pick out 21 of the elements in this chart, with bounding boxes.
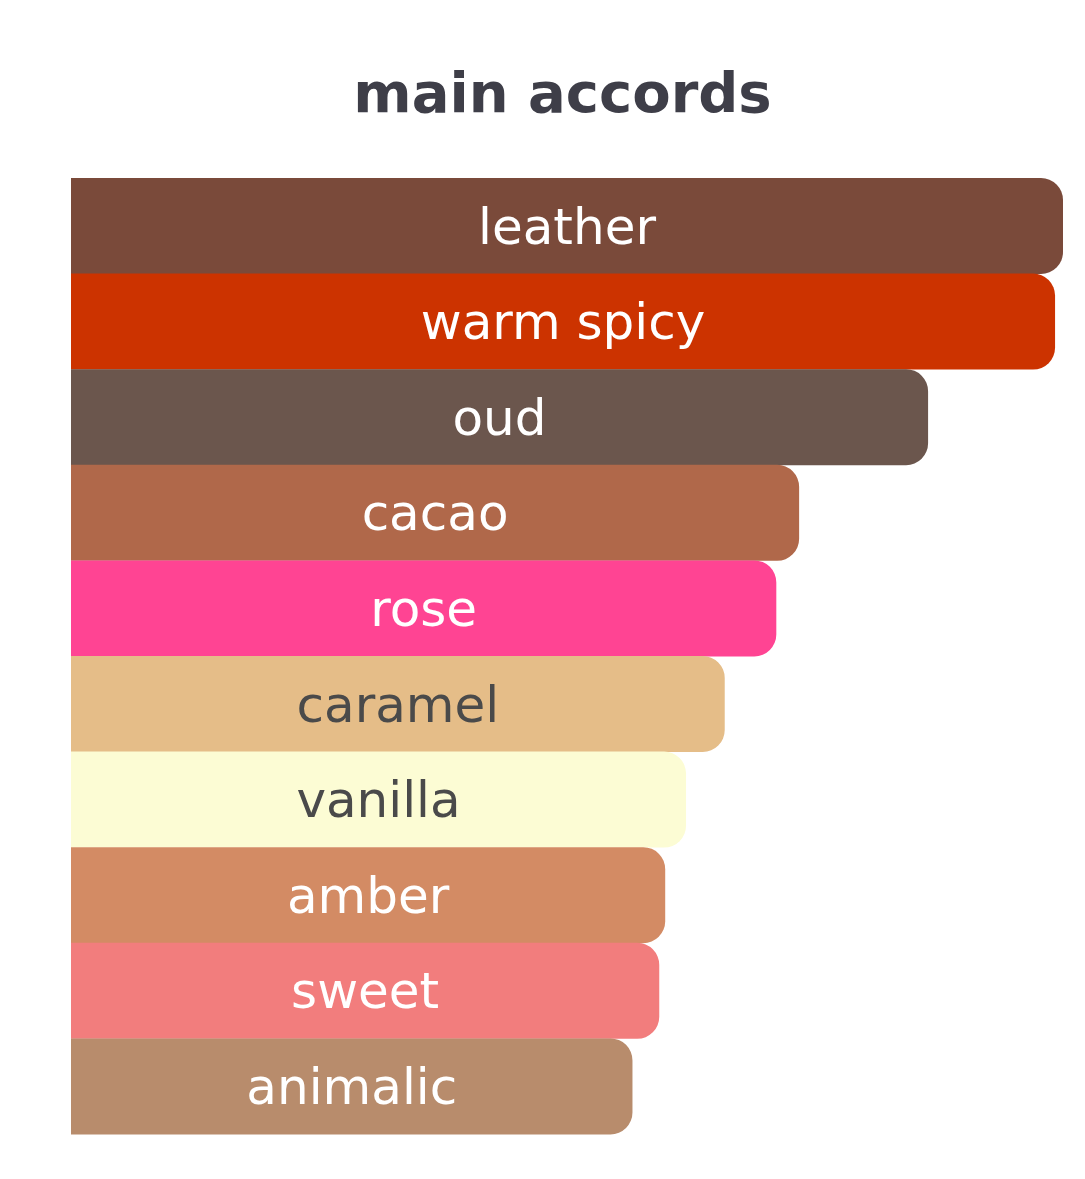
y-tick-label: caramel bbox=[296, 675, 500, 734]
chart-title: main accords bbox=[352, 59, 773, 127]
y-tick-label: leather bbox=[478, 197, 657, 256]
y-tick-label: cacao bbox=[361, 484, 509, 543]
bar bbox=[71, 751, 687, 848]
y-tick-label: amber bbox=[286, 866, 450, 925]
bar bbox=[71, 560, 777, 657]
bar bbox=[71, 847, 666, 944]
bar bbox=[71, 1038, 633, 1135]
y-tick-label: warm spicy bbox=[420, 293, 706, 352]
bar bbox=[71, 273, 1056, 370]
y-tick-label: sweet bbox=[291, 962, 440, 1021]
bar bbox=[71, 942, 660, 1039]
bar bbox=[71, 369, 929, 466]
y-tick-label: vanilla bbox=[296, 771, 461, 830]
bar bbox=[71, 178, 1063, 274]
y-tick-label: animalic bbox=[246, 1057, 458, 1116]
bar bbox=[71, 656, 725, 752]
bar bbox=[71, 464, 800, 561]
y-tick-label: oud bbox=[452, 388, 547, 447]
y-tick-label: rose bbox=[370, 579, 478, 638]
